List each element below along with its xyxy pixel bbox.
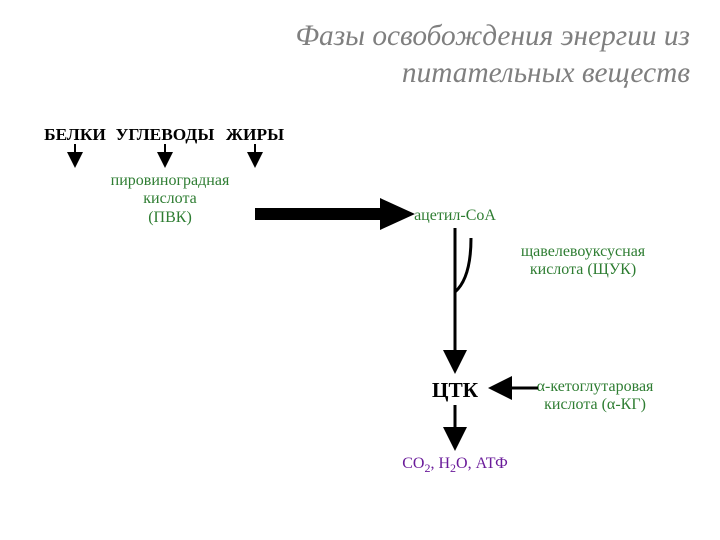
- label-acetyl: ацетил-СоА: [414, 207, 496, 225]
- label-oxalo-line1: щавелевоуксусная: [521, 243, 645, 260]
- label-fats-text: ЖИРЫ: [226, 125, 284, 144]
- product-co2-a: СО: [402, 455, 424, 472]
- label-oxalo: щавелевоуксусная кислота (ЩУК): [521, 243, 645, 280]
- arrow-big-right: [255, 198, 415, 230]
- label-carbs: УГЛЕВОДЫ: [116, 125, 215, 145]
- arrow-oxalo-join: [455, 238, 471, 292]
- label-pvk-line1: пировиноградная: [111, 172, 230, 189]
- label-pvk-line3: (ПВК): [148, 209, 192, 226]
- label-acetyl-text: ацетил-СоА: [414, 207, 496, 224]
- page-title: Фазы освобождения энергии из питательных…: [220, 18, 690, 91]
- label-proteins-text: БЕЛКИ: [44, 125, 106, 144]
- label-carbs-text: УГЛЕВОДЫ: [116, 125, 215, 144]
- label-oxalo-line2: кислота (ЩУК): [530, 261, 636, 278]
- label-akg-line1: α-кетоглутаровая: [537, 378, 654, 395]
- label-fats: ЖИРЫ: [226, 125, 284, 145]
- label-proteins: БЕЛКИ: [44, 125, 106, 145]
- product-co2-b: , Н: [430, 455, 450, 472]
- label-pvk-line2: кислота: [143, 190, 197, 207]
- label-akg: α-кетоглутаровая кислота (α-КГ): [537, 378, 654, 415]
- label-akg-line2: кислота (α-КГ): [544, 396, 646, 413]
- product-co2-c: О, АТФ: [456, 455, 508, 472]
- label-pvk: пировиноградная кислота (ПВК): [111, 172, 230, 227]
- label-products: СО2, Н2О, АТФ: [402, 455, 508, 476]
- label-ctk: ЦТК: [432, 378, 478, 403]
- label-ctk-text: ЦТК: [432, 378, 478, 402]
